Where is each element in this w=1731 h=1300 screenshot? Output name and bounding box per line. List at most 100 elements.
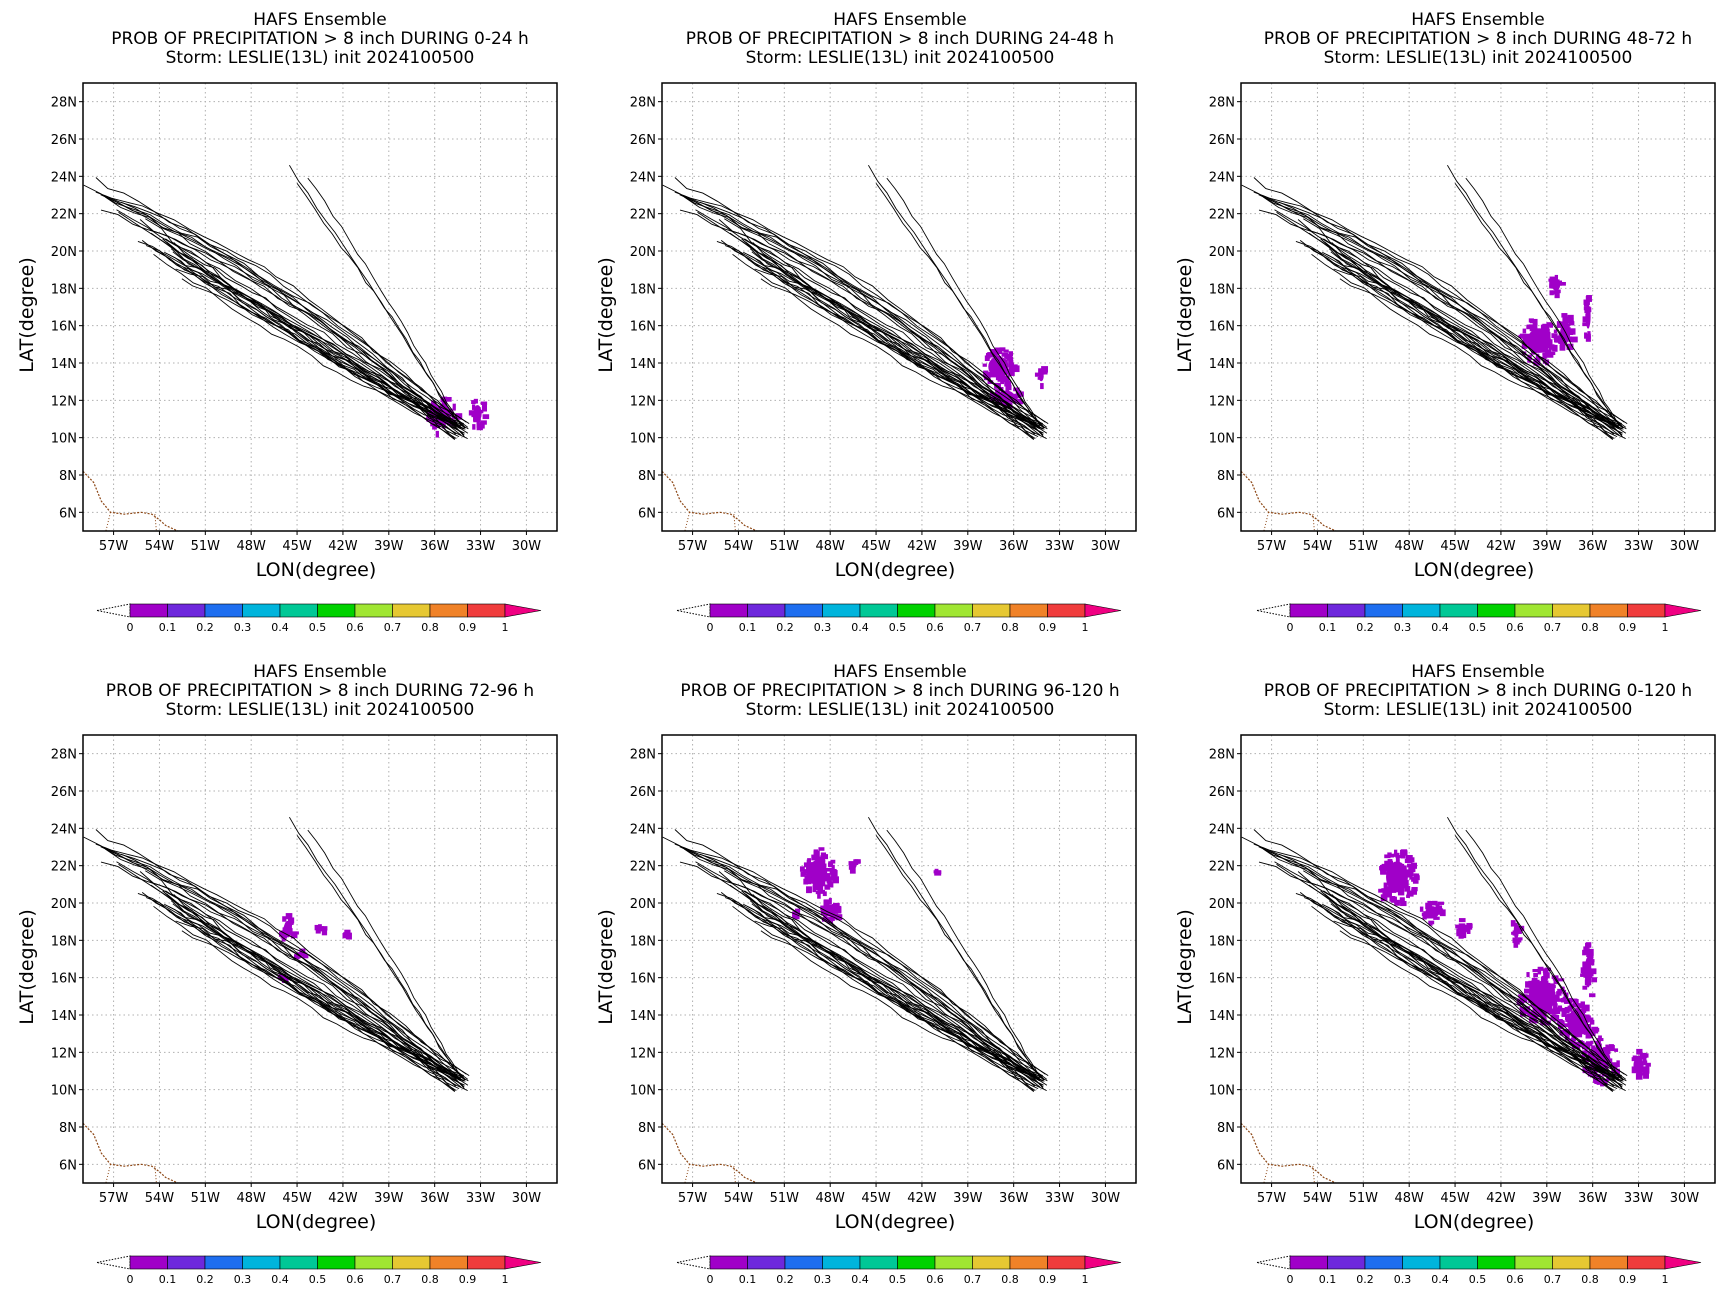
probability-cell [1583,970,1589,978]
probability-cell [1408,865,1413,871]
panel-subtitle: PROB OF PRECIPITATION > 8 inch DURING 96… [680,681,1119,701]
probability-cell [1527,342,1531,347]
panel-storm-label: Storm: LESLIE(13L) init 2024100500 [1324,48,1633,68]
probability-cell [1545,986,1550,993]
probability-cell [1411,887,1418,892]
probability-cell [1544,331,1551,338]
probability-cell [1643,1060,1647,1066]
storm-track [716,892,1036,1087]
y-tick-label: 14N [1209,1009,1235,1024]
colorbar-segment [1289,603,1328,618]
colorbar-label: 0.9 [459,621,477,634]
colorbar-segment [129,603,168,618]
y-tick-label: 18N [630,282,656,297]
colorbar-segment [897,603,936,618]
plot-frame [82,82,558,532]
probability-cell [1602,1055,1606,1059]
colorbar-under-arrow [676,603,711,618]
probability-cell [1585,313,1590,321]
panel-title: HAFS Ensemble [1411,662,1544,682]
y-tick-label: 10N [51,1084,77,1099]
colorbar-segment [1589,603,1628,618]
probability-cell [1568,338,1574,343]
probability-cell [1583,946,1589,951]
colorbar-label: 0.4 [851,621,869,634]
colorbar-segment [709,603,748,618]
probability-cell [1583,301,1589,307]
colorbar-label: 0.9 [1619,1273,1637,1286]
storm-track [83,184,470,424]
storm-track [679,846,1044,1088]
probability-cell [293,954,300,960]
probability-cell [1576,1030,1583,1038]
probability-cell [1517,938,1522,943]
probability-cell [820,855,826,862]
probability-cell [1384,890,1392,898]
y-tick-label: 8N [1217,469,1235,484]
probability-cell [1585,942,1590,949]
probability-cell [1412,880,1419,884]
probability-cell [431,411,435,418]
colorbar-label: 0.2 [1356,1273,1374,1286]
colorbar-label: 1 [1082,1273,1089,1286]
probability-cell [1557,978,1565,982]
colorbar-label: 0.8 [421,1273,439,1286]
colorbar-label: 0.7 [964,621,982,634]
colorbar-segment [859,603,898,618]
probability-cell [431,400,435,408]
storm-track [674,177,1041,436]
probability-cell [282,975,289,981]
probability-cell [1589,1055,1596,1060]
x-tick-label: 42W [907,1191,937,1206]
probability-cell [989,371,997,378]
probability-cell [290,918,294,925]
storm-track [1253,829,1620,1088]
panel-storm-label: Storm: LESLIE(13L) init 2024100500 [166,700,475,720]
ensemble-tracks [1241,816,1628,1092]
probability-cell [1426,913,1433,919]
y-tick-label: 14N [51,357,77,372]
probability-cell [481,404,488,412]
storm-track [289,816,466,1081]
x-tick-label: 33W [1045,539,1075,554]
colorbar-over-arrow [1084,603,1122,618]
probability-cell [1602,1048,1606,1053]
probability-cell [1005,386,1010,394]
colorbar-segment [934,603,973,618]
probability-cell [1524,1006,1531,1012]
y-tick-label: 18N [51,934,77,949]
storm-track [1447,164,1624,429]
y-tick-label: 26N [1209,133,1235,148]
probability-cell [471,412,476,418]
panel-storm-label: Storm: LESLIE(13L) init 2024100500 [1324,700,1633,720]
probability-cell [343,932,350,938]
border-line [105,512,111,531]
y-tick-label: 28N [51,748,77,763]
probability-cell [299,948,306,955]
storm-track [173,242,469,434]
probability-cell [1409,873,1413,880]
colorbar-label: 0.6 [346,1273,364,1286]
colorbar-segment [747,603,786,618]
ensemble-tracks [83,164,470,440]
storm-track [1258,861,1614,1092]
probability-cell [1438,905,1443,910]
probability-cell [1633,1062,1641,1067]
x-tick-label: 30W [1091,539,1121,554]
colorbar-label: 0.8 [1001,621,1019,634]
probability-cell [985,352,993,358]
x-tick-label: 36W [999,1191,1029,1206]
grid-lines [1241,83,1715,531]
y-tick-label: 12N [1209,394,1235,409]
x-tick-label: 45W [861,1191,891,1206]
probability-cell [1568,1040,1576,1045]
storm-track [1447,816,1624,1081]
storm-track [100,861,456,1092]
probability-cell [1004,380,1009,385]
colorbar-label: 1 [1082,621,1089,634]
colorbar-label: 0.7 [964,1273,982,1286]
probability-cell [1537,970,1542,975]
colorbar-label: 0.8 [421,621,439,634]
colorbar-segment [279,1255,318,1270]
